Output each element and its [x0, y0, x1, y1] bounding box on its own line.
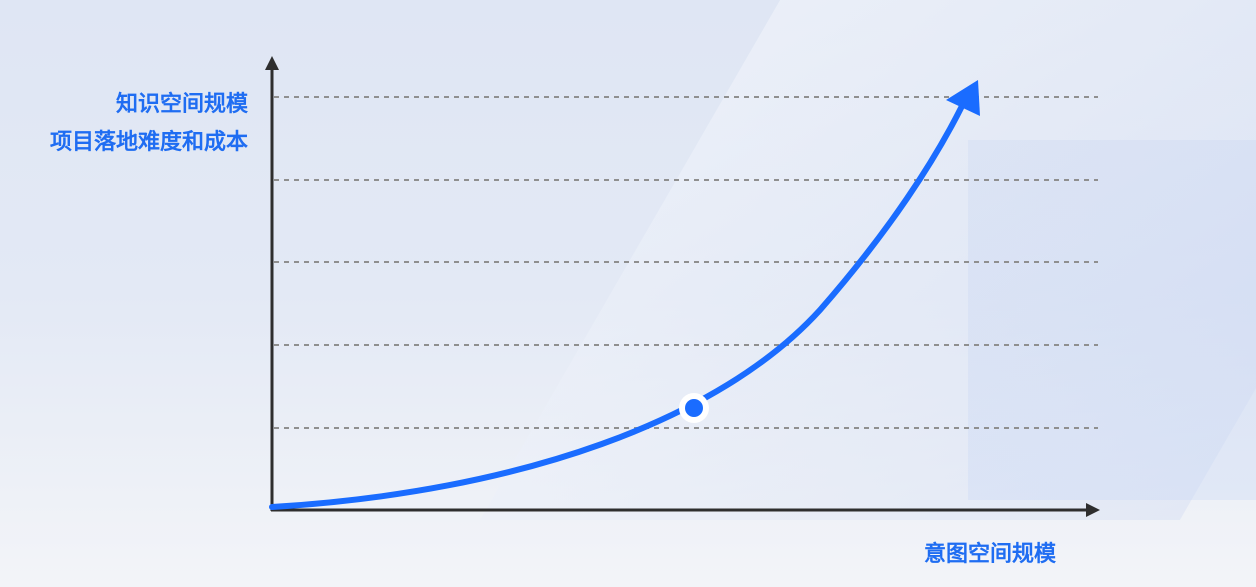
gridlines — [274, 96, 1098, 429]
curve-arrow-icon — [946, 80, 980, 116]
y-axis-label-knowledge-space: 知识空间规模 — [115, 92, 248, 117]
x-axis-arrow-icon — [1086, 503, 1100, 517]
y-axis-label-difficulty-cost: 项目落地难度和成本 — [49, 130, 248, 155]
growth-curve — [269, 103, 965, 510]
background-shape — [968, 140, 1256, 500]
y-axis-arrow-icon — [265, 56, 279, 70]
curve-marker — [685, 399, 703, 417]
x-axis-label: 意图空间规模 — [924, 542, 1057, 567]
